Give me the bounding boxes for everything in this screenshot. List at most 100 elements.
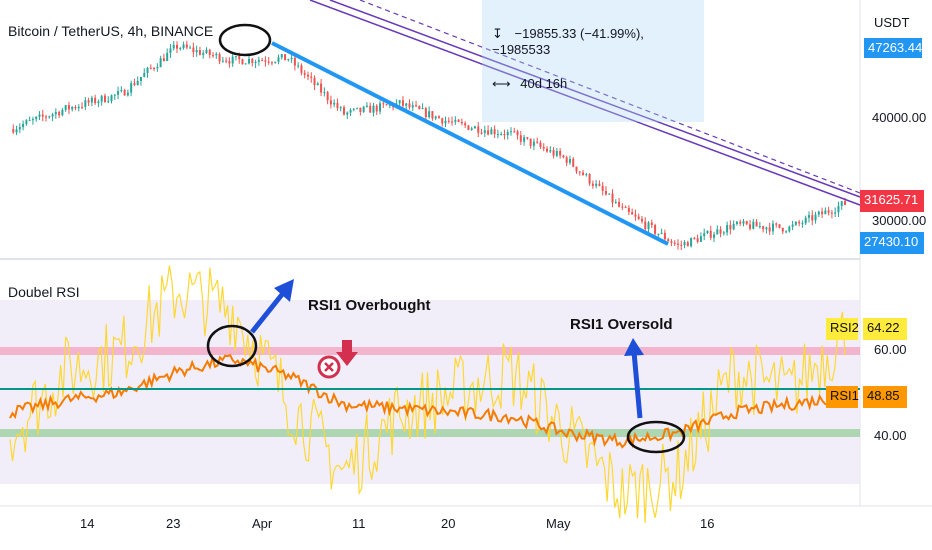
price-candle-body <box>752 221 755 229</box>
price-candle-body <box>749 224 752 229</box>
price-candle-body <box>257 60 260 62</box>
price-candle-body <box>244 63 247 65</box>
price-candle-body <box>126 92 129 96</box>
price-candle-body <box>844 201 846 205</box>
rsi-panel-title: Doubel RSI <box>8 284 80 300</box>
price-candle-body <box>837 206 840 213</box>
price-candle-body <box>117 91 120 95</box>
price-candle-body <box>575 166 578 172</box>
price-candle-body <box>254 61 257 64</box>
price-candle-body <box>457 119 460 122</box>
oversold-arrow-head <box>624 338 644 356</box>
measure-duration-row: ⟷ 40d 16h <box>492 76 567 92</box>
price-candle-body <box>447 120 450 122</box>
price-candle-body <box>827 210 830 213</box>
price-candle-body <box>18 127 21 130</box>
price-candle-body <box>385 104 388 106</box>
price-candle-body <box>709 230 712 238</box>
price-axis-label-30000: 30000.00 <box>872 213 927 228</box>
price-candle-body <box>667 239 670 242</box>
price-candle-body <box>398 100 401 104</box>
price-candle-body <box>267 61 270 63</box>
price-candle-body <box>113 94 116 96</box>
rsi-axis-label-40: 40.00 <box>874 428 907 443</box>
price-candle-body <box>405 103 408 106</box>
price-candle-body <box>824 210 827 215</box>
price-candle-body <box>798 221 801 224</box>
price-candle-body <box>526 137 529 139</box>
price-candle-body <box>637 216 640 219</box>
price-candle-body <box>703 233 706 237</box>
price-candle-body <box>791 224 794 227</box>
price-candle-body <box>473 126 476 129</box>
price-candle-body <box>529 138 532 146</box>
price-candle-body <box>313 77 316 86</box>
price-candle-body <box>297 65 300 67</box>
oversold-annotation: RSI1 Oversold <box>570 316 673 333</box>
oversold-circle <box>626 420 686 454</box>
price-candle-body <box>28 120 31 122</box>
price-candle-body <box>516 131 519 136</box>
price-candle-body <box>559 150 562 156</box>
price-candle-body <box>336 102 339 108</box>
price-candle-body <box>287 59 290 61</box>
price-candle-body <box>523 137 526 142</box>
price-candle-body <box>149 67 152 69</box>
price-candle-body <box>654 225 657 234</box>
price-candle-body <box>176 44 178 49</box>
price-candle-body <box>621 206 624 208</box>
price-candle-body <box>264 60 267 62</box>
price-candle-body <box>346 112 349 115</box>
price-candle-body <box>97 101 100 104</box>
rsi1-value-tag: 48.85 <box>863 386 907 408</box>
price-candle-body <box>611 193 614 203</box>
downtrend-line <box>271 41 669 246</box>
price-candle-body <box>627 207 630 213</box>
price-candle-body <box>100 95 103 102</box>
price-candle-body <box>408 103 411 108</box>
measure-tool-box[interactable]: ↧ −19855.33 (−41.99%), −1985533 ⟷ 40d 16… <box>482 0 704 122</box>
price-candle-body <box>189 47 192 49</box>
price-candle-body <box>185 44 188 48</box>
price-candle-body <box>48 116 51 118</box>
measure-change-text: −19855.33 (−41.99%), −1985533 <box>492 26 644 57</box>
price-candle-body <box>382 103 385 105</box>
price-candle-body <box>582 172 585 176</box>
price-candle-body <box>729 225 732 230</box>
price-candle-body <box>293 57 296 66</box>
price-candle-body <box>598 183 601 186</box>
price-candle-body <box>107 101 110 103</box>
rsi-lower-band-line <box>0 429 860 437</box>
price-candle-body <box>300 65 303 73</box>
chart-title: Bitcoin / TetherUS, 4h, BINANCE <box>8 23 214 39</box>
price-candle-body <box>215 53 218 56</box>
price-candle-body <box>205 49 208 53</box>
rsi-upper-band-line <box>0 347 860 355</box>
top-highlight-circle <box>218 23 272 57</box>
price-candle-body <box>585 174 588 176</box>
channel-line-upper <box>329 0 861 198</box>
price-candle-body <box>123 90 126 96</box>
price-candle-body <box>771 223 774 232</box>
price-candle-body <box>349 109 352 113</box>
price-candle-body <box>401 100 404 106</box>
price-candle-body <box>375 105 378 112</box>
price-candle-body <box>323 92 326 94</box>
price-candle-body <box>418 106 421 109</box>
price-candle-body <box>182 44 185 49</box>
price-candle-body <box>765 227 768 230</box>
price-candle-body <box>172 44 175 49</box>
price-candle-body <box>591 183 594 186</box>
price-candle-body <box>549 150 552 152</box>
price-candle-body <box>532 141 535 146</box>
price-candle-body <box>359 107 362 112</box>
price-candle-body <box>467 125 470 130</box>
price-candle-body <box>464 123 467 126</box>
price-candle-body <box>690 237 693 247</box>
price-candle-body <box>166 52 169 61</box>
overbought-circle <box>206 324 258 368</box>
price-candle-body <box>362 106 365 112</box>
price-candle-body <box>61 110 64 116</box>
price-candle-body <box>647 222 650 230</box>
